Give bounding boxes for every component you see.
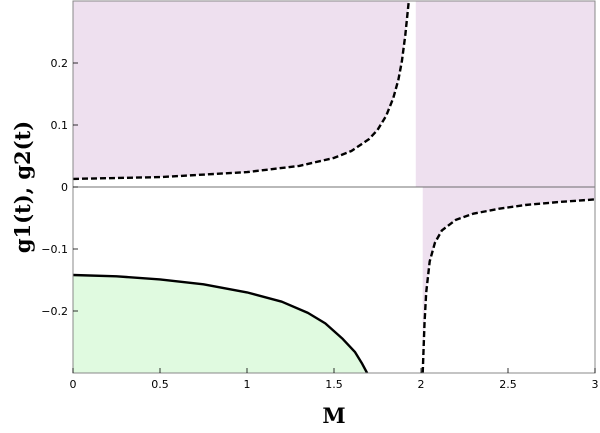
x-axis: 0 0.5 1 1.5 2 2.5 3 — [70, 368, 599, 391]
series-lines — [72, 0, 596, 374]
shaded-region — [73, 275, 368, 373]
x-axis-label: M — [322, 403, 345, 428]
x-tick-label: 0.5 — [151, 378, 169, 391]
y-tick-label: −0.2 — [41, 305, 68, 318]
x-tick-label: 2 — [418, 378, 425, 391]
y-tick-label: 0.2 — [51, 57, 69, 70]
x-tick-label: 0 — [70, 378, 77, 391]
shaded-regions — [73, 1, 595, 373]
series-line-1 — [72, 0, 410, 181]
y-tick-label: −0.1 — [41, 243, 68, 256]
x-tick-label: 1 — [244, 378, 251, 391]
y-tick-label: 0 — [61, 181, 68, 194]
y-axis: −0.2 −0.1 0 0.1 0.2 — [41, 57, 78, 318]
y-tick-label: 0.1 — [51, 119, 69, 132]
shaded-region — [415, 1, 595, 187]
shaded-region — [422, 187, 595, 373]
series-line-3 — [72, 273, 369, 374]
x-tick-label: 1.5 — [325, 378, 343, 391]
x-tick-label: 2.5 — [499, 378, 517, 391]
y-axis-label: g1(t), g2(t) — [10, 121, 35, 253]
series-line-2 — [421, 198, 596, 374]
x-tick-label: 3 — [592, 378, 599, 391]
shaded-region — [73, 1, 409, 179]
